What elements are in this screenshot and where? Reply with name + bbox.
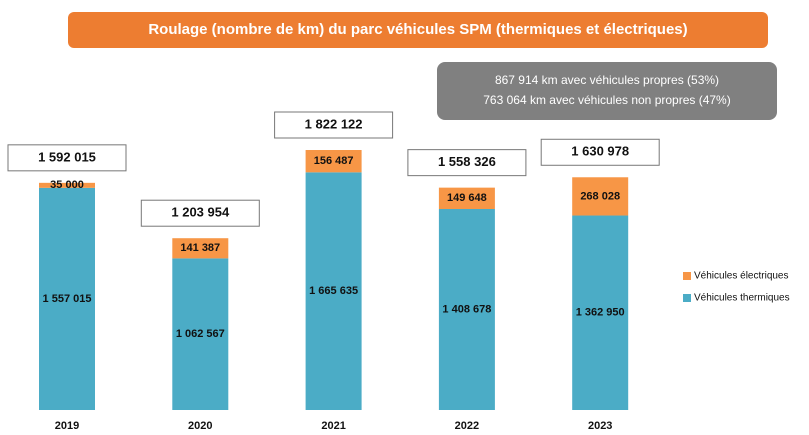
bar-segment xyxy=(39,182,95,188)
annotation: 763 064 km avec véhicules non propres (4… xyxy=(483,93,730,107)
value-label: 1 665 635 xyxy=(309,285,358,297)
total-box xyxy=(140,199,260,227)
total-box xyxy=(7,144,127,172)
legend-swatch xyxy=(683,294,691,302)
title-box xyxy=(68,12,768,48)
total-box xyxy=(540,138,660,166)
legend-label: Véhicules thermiques xyxy=(694,293,790,304)
bar-segment xyxy=(305,150,362,173)
total-label: 1 592 015 xyxy=(38,149,96,164)
x-tick-label: 2019 xyxy=(55,420,79,432)
value-label: 1 062 567 xyxy=(176,328,225,340)
legend-swatch xyxy=(683,272,691,280)
value-label: 141 387 xyxy=(180,242,220,254)
bar-segment xyxy=(572,215,629,410)
bar-segment xyxy=(438,208,495,410)
chart-title: Roulage (nombre de km) du parc véhicules… xyxy=(148,21,687,38)
x-tick-label: 2023 xyxy=(588,420,612,432)
total-label: 1 630 978 xyxy=(571,144,629,159)
value-label: 268 028 xyxy=(580,190,620,202)
bar-segment xyxy=(39,187,95,410)
total-box xyxy=(407,149,527,177)
x-tick-label: 2022 xyxy=(455,420,479,432)
value-label: 1 408 678 xyxy=(442,303,491,315)
value-label: 1 362 950 xyxy=(576,307,625,319)
bar-segment xyxy=(572,177,629,216)
total-label: 1 558 326 xyxy=(438,154,496,169)
bar-segment xyxy=(438,187,495,209)
legend-label: Véhicules électriques xyxy=(694,271,789,282)
total-label: 1 203 954 xyxy=(171,205,230,220)
x-tick-label: 2020 xyxy=(188,420,212,432)
total-label: 1 822 122 xyxy=(305,116,363,131)
value-label: 156 487 xyxy=(314,155,354,167)
bar-segment xyxy=(305,172,362,410)
value-label: 1 557 015 xyxy=(43,293,92,305)
value-label: 149 648 xyxy=(447,192,487,204)
annotation: 867 914 km avec véhicules propres (53%) xyxy=(495,73,719,87)
bar-segment xyxy=(172,238,229,259)
bar-segment xyxy=(172,258,229,410)
total-box xyxy=(274,111,394,139)
x-tick-label: 2021 xyxy=(321,420,345,432)
annotation-box xyxy=(437,62,777,120)
value-label: 35 000 xyxy=(50,179,84,191)
